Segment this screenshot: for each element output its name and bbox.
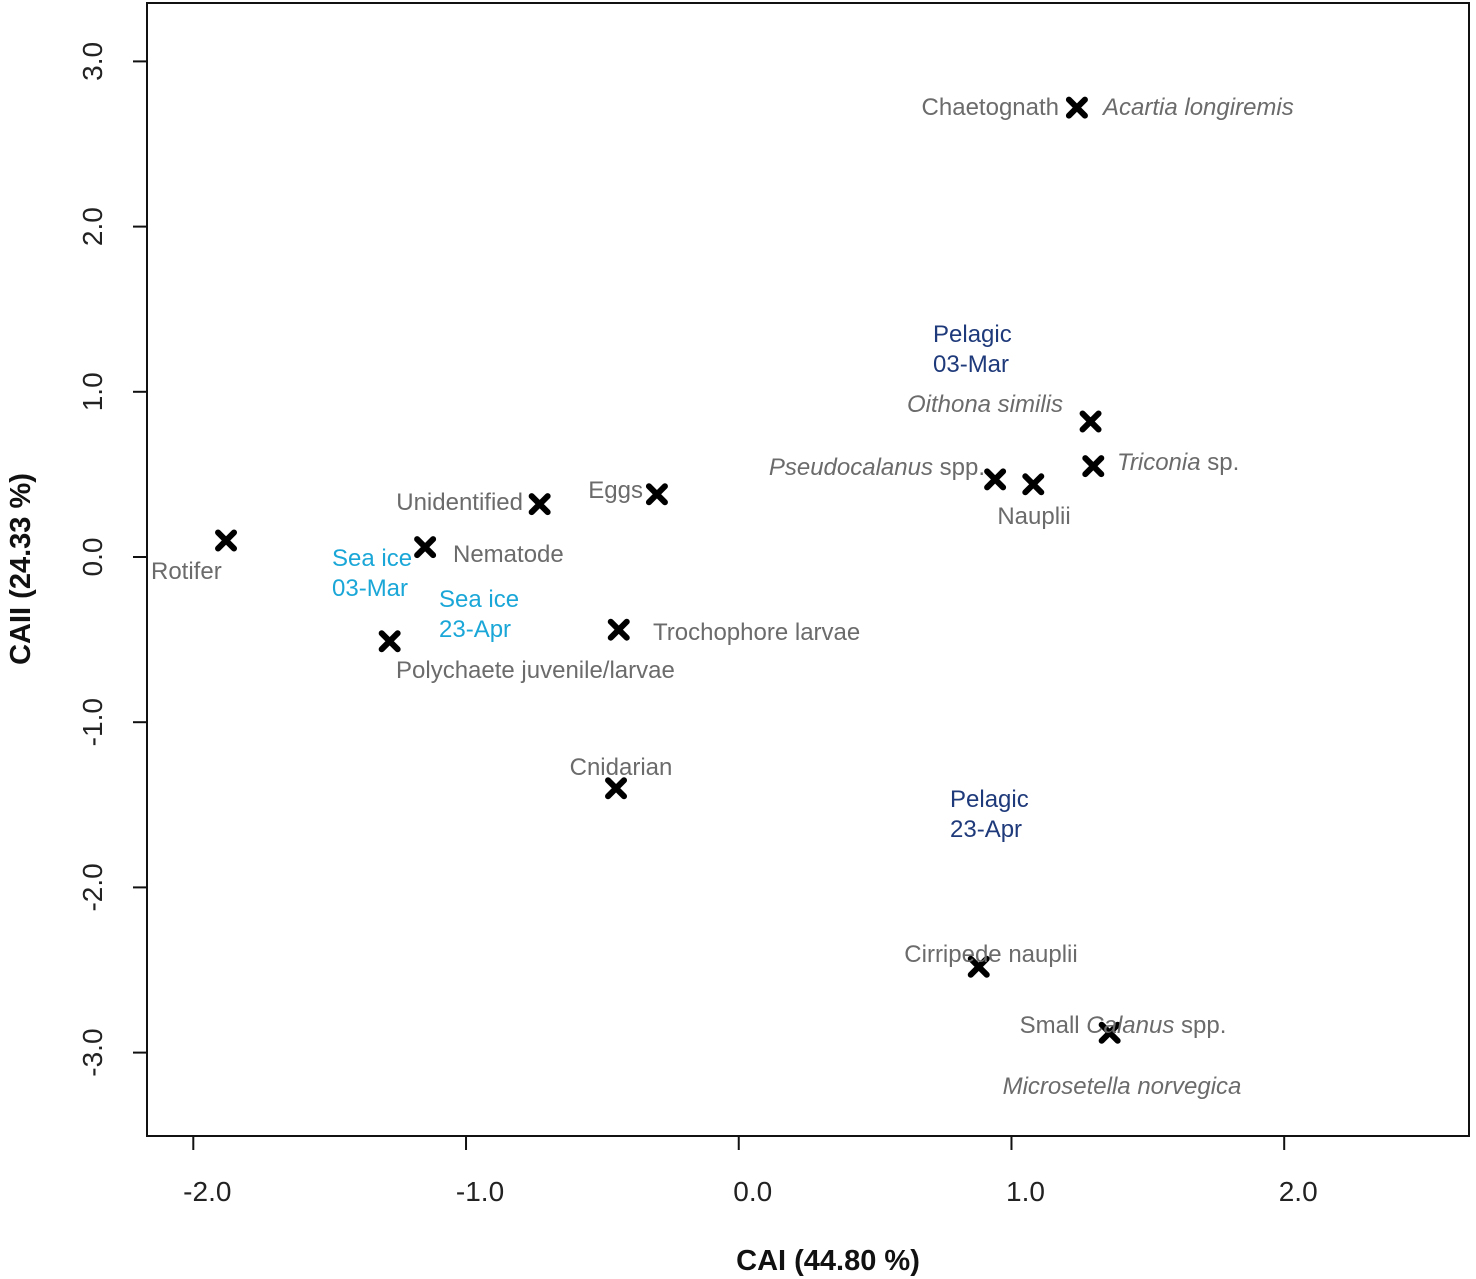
point-labels: Rotifer Nematode Unidentified Eggs Polychaet… [151, 94, 1294, 1100]
label-cirripede: Cirripede nauplii [904, 941, 1077, 968]
x-tick-label: 0.0 [733, 1176, 772, 1207]
label-trochophore-part: Trochophore larvae [653, 619, 860, 646]
label-triconia-part: sp. [1201, 449, 1240, 476]
label-rotifer-part: Rotifer [151, 558, 222, 585]
label-oithona-part: Oithona similis [907, 391, 1063, 418]
x-tick-label: 1.0 [1006, 1176, 1045, 1207]
marker-nematode [414, 536, 437, 559]
x-tick-label: 2.0 [1279, 1176, 1318, 1207]
marker-cnidarian [605, 777, 628, 800]
label-pseudocalanus: Pseudocalanus spp. [769, 454, 985, 481]
label-pelagic-23-apr: Pelagic 23-Apr [950, 786, 1029, 843]
label-nematode-part: Nematode [453, 541, 564, 568]
label-cnidarian: Cnidarian [570, 754, 673, 781]
y-tick-label: 3.0 [77, 42, 108, 81]
label-rotifer: Rotifer [151, 558, 222, 585]
marker-triconia [1082, 455, 1105, 478]
marker-cirripede [967, 955, 990, 978]
label-sea-ice-23-apr-line: 23-Apr [439, 616, 511, 643]
label-nauplii-part: Nauplii [997, 503, 1070, 530]
label-acartia-part: Acartia longiremis [1101, 94, 1294, 121]
label-nauplii: Nauplii [997, 503, 1070, 530]
label-trochophore: Trochophore larvae [653, 619, 860, 646]
label-small-calanus-part: Calanus [1086, 1012, 1174, 1039]
label-pseudocalanus-part: spp. [933, 454, 985, 481]
marker-chaetognath-acartia [1065, 96, 1088, 119]
marker-nauplii [1022, 473, 1045, 496]
label-unidentified: Unidentified [396, 489, 523, 516]
label-microsetella-part: Microsetella norvegica [1003, 1073, 1242, 1100]
marker-pseudocalanus [984, 468, 1007, 491]
marker-trochophore [607, 618, 630, 641]
x-tick-label: -2.0 [183, 1176, 231, 1207]
label-chaetognath-part: Chaetognath [922, 94, 1059, 121]
label-chaetognath: Chaetognath [922, 94, 1059, 121]
y-axis-title: CAII (24.33 %) [5, 473, 37, 665]
label-oithona: Oithona similis [907, 391, 1063, 418]
label-triconia: Triconia sp. [1117, 449, 1239, 476]
label-unidentified-part: Unidentified [396, 489, 523, 516]
label-sea-ice-23-apr: Sea ice 23-Apr [439, 586, 519, 643]
label-pelagic-23-apr-line: 23-Apr [950, 816, 1022, 843]
label-pelagic-03-mar-line: 03-Mar [933, 351, 1009, 378]
marker-small-calanus-microsetella [1098, 1021, 1121, 1044]
label-polychaete: Polychaete juvenile/larvae [396, 657, 675, 684]
label-eggs-part: Eggs [588, 477, 643, 504]
label-small-calanus-part: Small [1020, 1012, 1087, 1039]
marker-polychaete [378, 630, 401, 653]
marker-eggs [645, 483, 668, 506]
plot-frame [146, 2, 1470, 1137]
label-sea-ice-23-apr-line: Sea ice [439, 586, 519, 613]
label-pseudocalanus-part: Pseudocalanus [769, 454, 933, 481]
x-axis-ticks: -2.0 -1.0 0.0 1.0 2.0 [183, 1136, 1318, 1207]
label-small-calanus: Small Calanus spp. [1020, 1012, 1227, 1039]
x-tick-label: -1.0 [456, 1176, 504, 1207]
x-axis-title: CAI (44.80 %) [736, 1245, 920, 1277]
y-tick-label: -1.0 [77, 698, 108, 746]
marker-oithona [1079, 410, 1102, 433]
label-sea-ice-03-mar: Sea ice 03-Mar [332, 545, 412, 602]
marker-unidentified [528, 493, 551, 516]
label-small-calanus-part: spp. [1174, 1012, 1226, 1039]
label-pelagic-03-mar: Pelagic 03-Mar [933, 321, 1012, 378]
y-axis-ticks: -3.0 -2.0 -1.0 0.0 1.0 2.0 3.0 [77, 42, 147, 1077]
label-pelagic-03-mar-line: Pelagic [933, 321, 1012, 348]
label-microsetella: Microsetella norvegica [1003, 1073, 1242, 1100]
y-tick-label: 0.0 [77, 538, 108, 577]
label-cnidarian-part: Cnidarian [570, 754, 673, 781]
label-pelagic-23-apr-line: Pelagic [950, 786, 1029, 813]
label-polychaete-part: Polychaete juvenile/larvae [396, 657, 675, 684]
data-markers [215, 96, 1121, 1044]
y-tick-label: 1.0 [77, 372, 108, 411]
label-sea-ice-03-mar-line: 03-Mar [332, 575, 408, 602]
label-nematode: Nematode [453, 541, 564, 568]
label-cirripede-part: Cirripede nauplii [904, 941, 1077, 968]
y-tick-label: -2.0 [77, 863, 108, 911]
y-tick-label: -3.0 [77, 1028, 108, 1076]
label-triconia-part: Triconia [1117, 449, 1201, 476]
y-tick-label: 2.0 [77, 207, 108, 246]
marker-rotifer [215, 529, 238, 552]
label-eggs: Eggs [588, 477, 643, 504]
label-acartia: Acartia longiremis [1101, 94, 1294, 121]
label-sea-ice-03-mar-line: Sea ice [332, 545, 412, 572]
